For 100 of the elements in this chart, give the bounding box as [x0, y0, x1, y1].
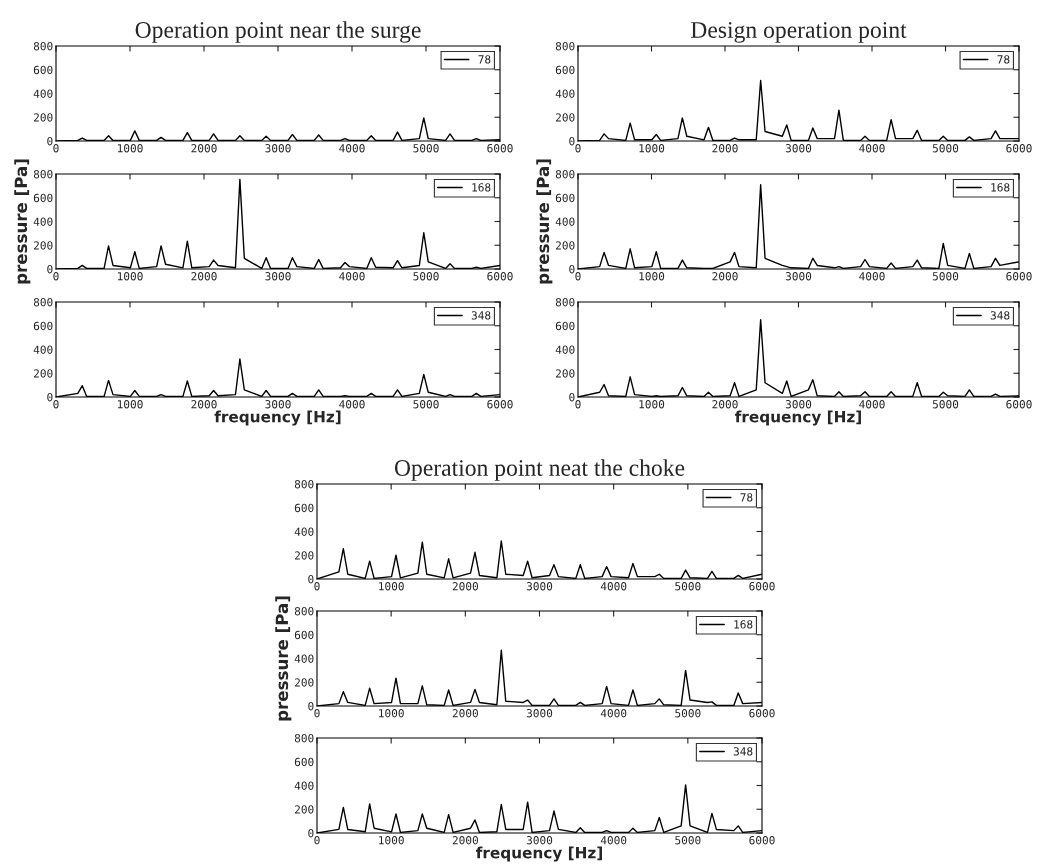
x-tick-label: 6000	[487, 400, 513, 409]
x-tick-label: 3000	[785, 144, 812, 153]
x-tick-label: 4000	[859, 144, 885, 153]
y-tick-label: 0	[569, 137, 575, 146]
y-tick-label: 400	[33, 345, 53, 354]
x-tick-label: 6000	[749, 709, 775, 718]
y-tick-label: 600	[294, 757, 314, 767]
y-tick-label: 200	[294, 678, 314, 687]
y-tick-label: 400	[555, 345, 575, 354]
chart-title: Operation point neat the choke	[394, 459, 685, 481]
y-tick-label: 600	[294, 503, 314, 513]
x-tick-label: 0	[53, 400, 59, 409]
y-tick-label: 0	[569, 393, 575, 402]
x-tick-label: 2000	[712, 400, 738, 409]
y-tick-label: 0	[308, 829, 314, 838]
legend-label: 78	[740, 493, 753, 502]
y-tick-label: 200	[294, 551, 314, 560]
x-tick-label: 2000	[452, 836, 478, 845]
x-tick-label: 5000	[932, 400, 959, 409]
x-tick-label: 5000	[413, 272, 439, 281]
x-tick-label: 1000	[117, 144, 143, 153]
x-tick-label: 5000	[932, 144, 959, 153]
y-axis-title: pressure [Pa]	[14, 159, 31, 284]
x-tick-label: 3000	[526, 709, 553, 718]
x-tick-label: 2000	[452, 582, 478, 591]
legend-label: 168	[472, 183, 491, 192]
y-tick-label: 800	[33, 298, 53, 307]
x-tick-label: 4000	[339, 400, 365, 409]
x-tick-label: 4000	[339, 144, 365, 153]
x-tick-label: 0	[53, 272, 59, 281]
y-tick-label: 0	[47, 137, 53, 146]
x-tick-label: 3000	[526, 836, 553, 845]
x-tick-label: 6000	[749, 836, 775, 845]
x-tick-label: 0	[575, 400, 581, 409]
x-tick-label: 2000	[452, 709, 478, 718]
y-tick-label: 200	[33, 369, 53, 378]
y-tick-label: 800	[294, 734, 314, 743]
x-tick-label: 1000	[639, 272, 665, 281]
x-tick-label: 4000	[600, 582, 627, 591]
y-tick-label: 400	[33, 89, 53, 98]
x-tick-label: 5000	[675, 709, 701, 718]
legend-label: 168	[734, 620, 753, 629]
x-tick-label: 1000	[639, 400, 665, 409]
y-tick-label: 0	[47, 393, 53, 402]
x-tick-label: 3000	[785, 272, 812, 281]
y-tick-label: 800	[294, 607, 314, 616]
y-tick-label: 400	[294, 781, 314, 790]
x-axis-title: frequency [Hz]	[735, 410, 861, 426]
y-axis-title: pressure [Pa]	[275, 596, 292, 721]
y-tick-label: 600	[555, 321, 575, 331]
y-tick-label: 400	[294, 654, 314, 663]
y-tick-label: 400	[33, 217, 53, 226]
y-tick-label: 600	[294, 630, 314, 640]
y-tick-label: 400	[294, 527, 314, 536]
x-tick-label: 1000	[379, 836, 404, 845]
y-tick-label: 600	[33, 321, 53, 331]
x-tick-label: 2000	[712, 272, 738, 281]
x-tick-label: 6000	[487, 272, 513, 281]
y-tick-label: 600	[33, 65, 53, 75]
y-tick-label: 600	[33, 193, 53, 203]
x-tick-label: 1000	[639, 144, 665, 153]
x-tick-label: 0	[314, 582, 320, 591]
x-tick-label: 2000	[191, 400, 217, 409]
y-tick-label: 0	[308, 575, 314, 584]
x-tick-label: 0	[53, 144, 59, 153]
y-tick-label: 400	[555, 217, 575, 226]
y-tick-label: 0	[47, 265, 53, 274]
x-tick-label: 6000	[1006, 272, 1032, 281]
x-tick-label: 0	[575, 272, 581, 281]
legend-label: 348	[471, 311, 491, 320]
x-tick-label: 4000	[859, 400, 885, 409]
legend-label: 168	[991, 183, 1010, 192]
y-tick-label: 800	[294, 480, 314, 489]
y-tick-label: 800	[555, 298, 575, 307]
y-tick-label: 800	[555, 170, 575, 179]
y-tick-label: 200	[555, 113, 575, 122]
y-tick-label: 800	[33, 170, 53, 179]
x-tick-label: 6000	[1006, 144, 1032, 153]
x-tick-label: 3000	[785, 400, 812, 409]
legend-label: 348	[733, 747, 753, 756]
x-tick-label: 6000	[1006, 400, 1032, 409]
y-tick-label: 200	[555, 369, 575, 378]
x-tick-label: 1000	[379, 582, 404, 591]
x-tick-label: 4000	[600, 709, 627, 718]
x-tick-label: 0	[314, 709, 320, 718]
y-tick-label: 200	[33, 241, 53, 250]
y-tick-label: 400	[555, 89, 575, 98]
x-tick-label: 1000	[117, 400, 143, 409]
y-tick-label: 600	[555, 65, 575, 75]
x-tick-label: 4000	[339, 272, 365, 281]
y-axis-title: pressure [Pa]	[536, 159, 553, 284]
y-tick-label: 200	[33, 113, 53, 122]
x-tick-label: 1000	[379, 709, 404, 718]
x-tick-label: 5000	[413, 144, 439, 153]
y-tick-label: 800	[33, 42, 53, 51]
chart-title: Operation point near the surge	[135, 21, 421, 43]
x-tick-label: 5000	[413, 400, 439, 409]
x-tick-label: 3000	[265, 272, 291, 281]
y-tick-label: 800	[555, 42, 575, 51]
x-tick-label: 2000	[712, 144, 738, 153]
